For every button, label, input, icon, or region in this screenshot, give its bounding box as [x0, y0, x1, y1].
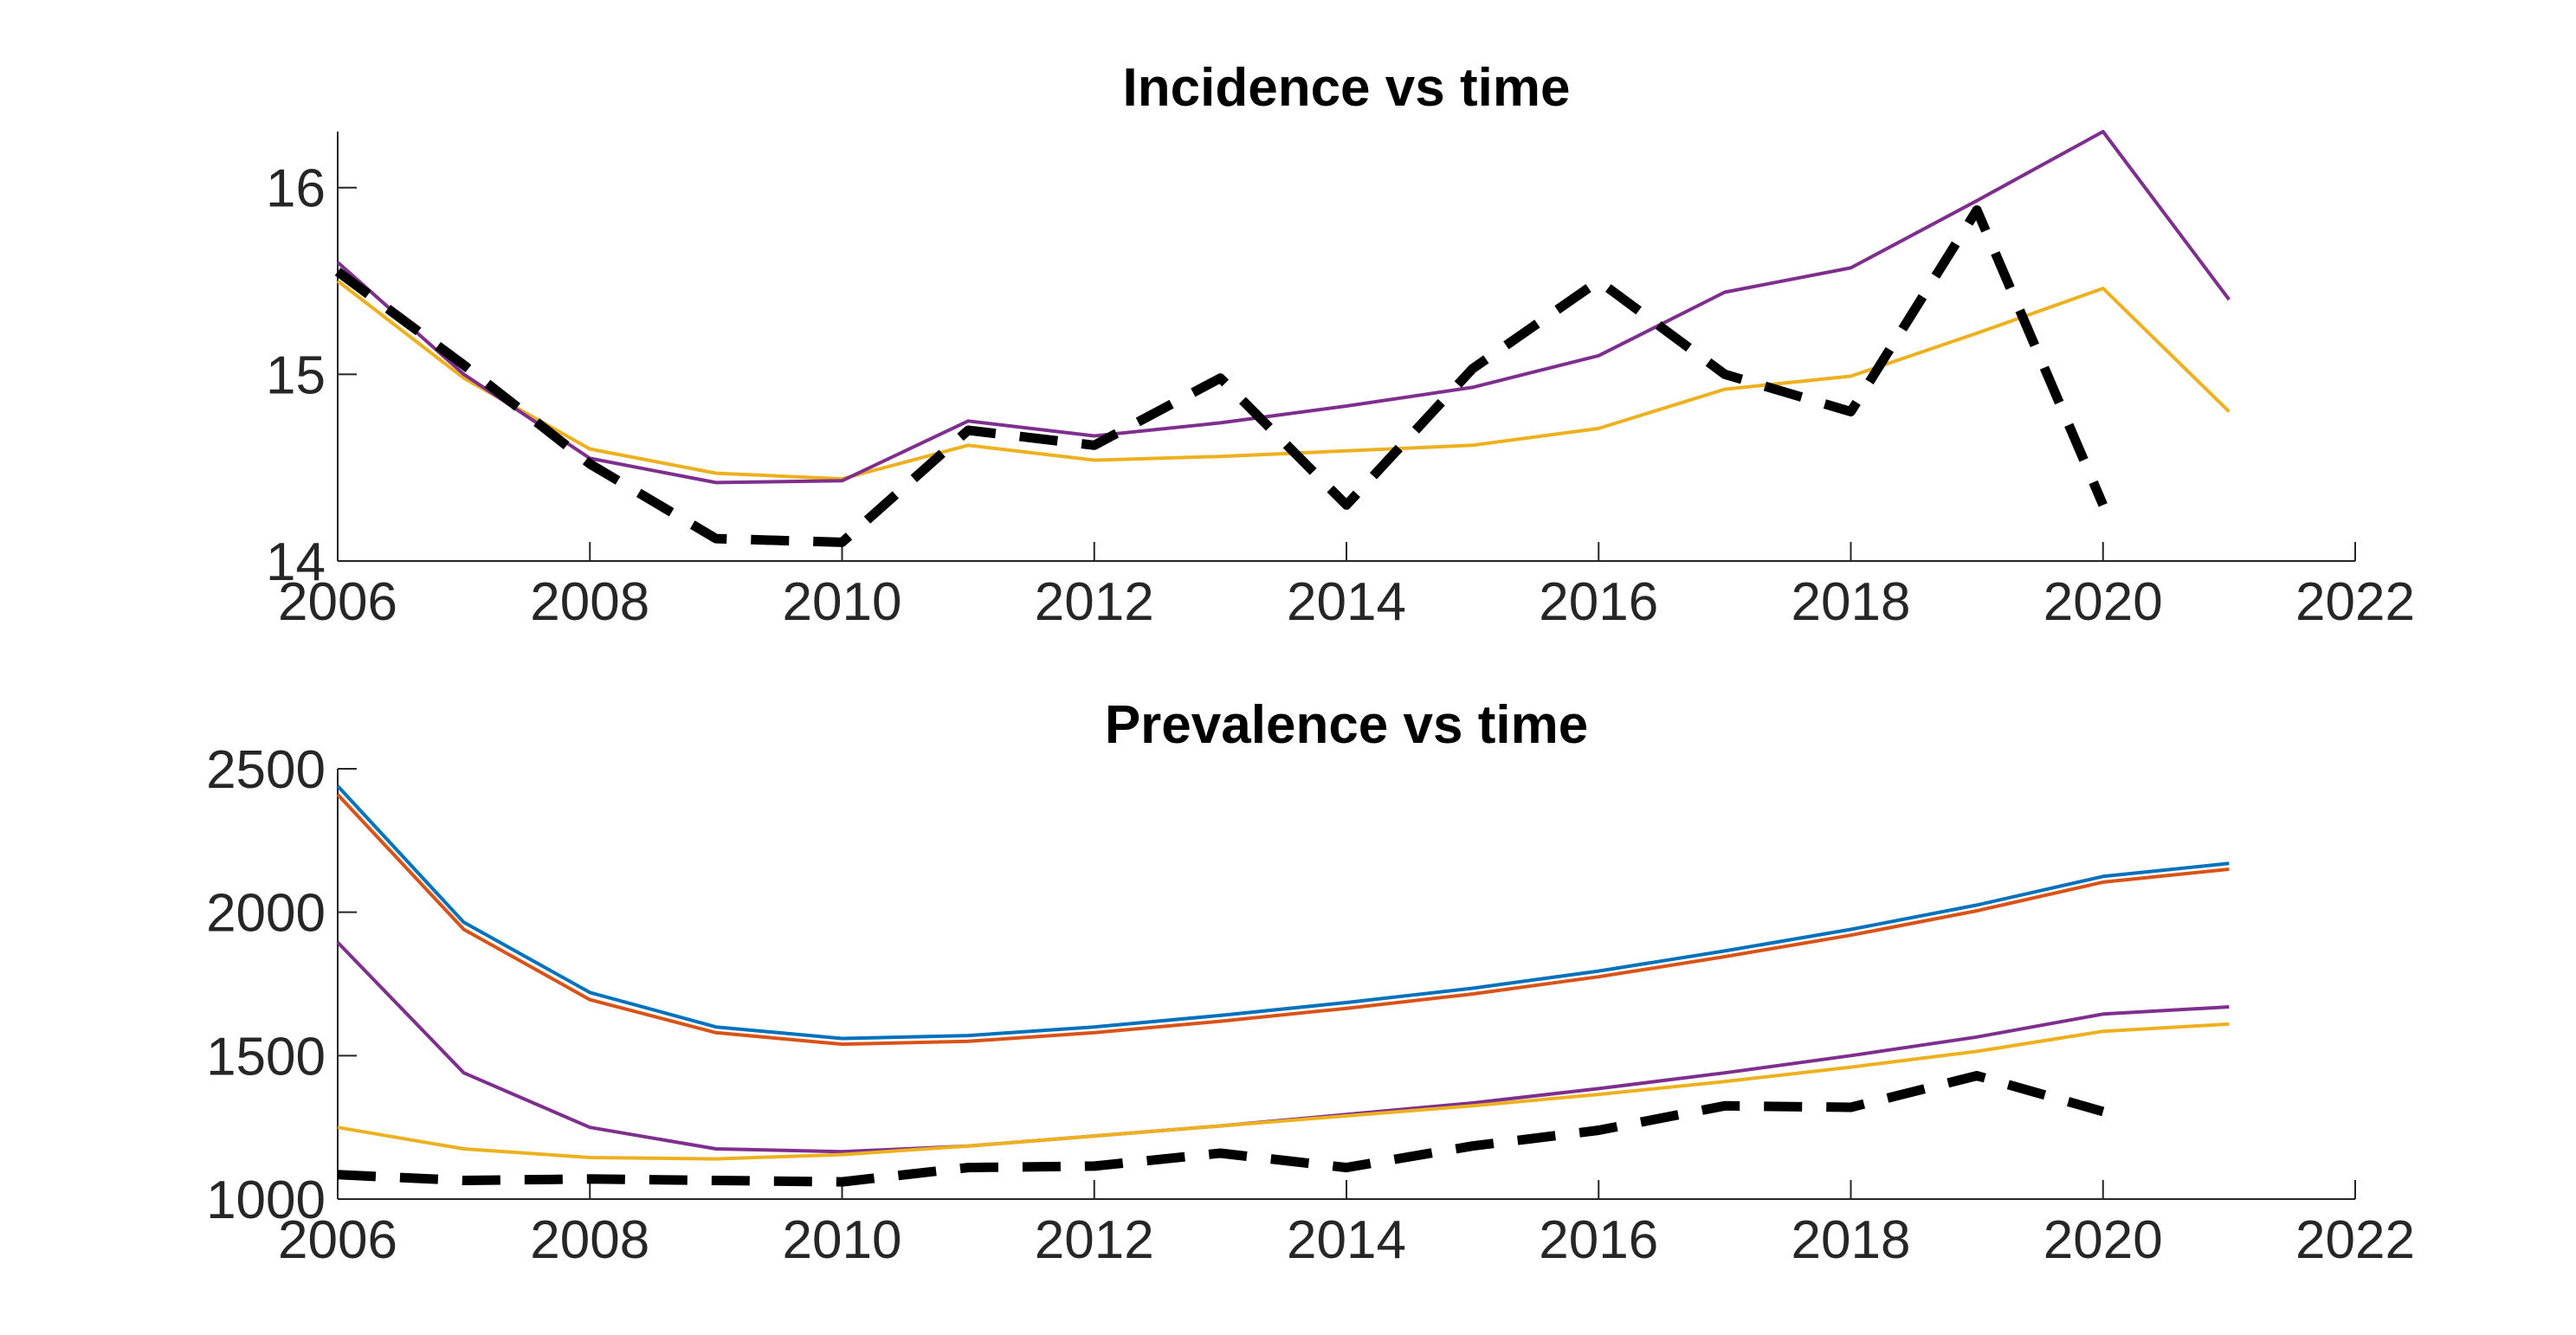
prevalence-x-tick-label: 2014 — [1287, 1210, 1406, 1270]
prevalence-x-tick-label: 2020 — [2043, 1210, 2163, 1270]
incidence-y-tick-label: 16 — [266, 159, 326, 219]
incidence-series-1-line — [336, 130, 2231, 485]
prevalence-x-tick-label: 2016 — [1539, 1210, 1658, 1270]
prevalence-series-1-line — [336, 793, 2230, 1047]
incidence-series-2-line — [334, 205, 2108, 547]
prevalence-x-tick-label: 2008 — [530, 1210, 649, 1270]
incidence-series-0-line — [336, 279, 2231, 481]
prevalence-x-tick-label: 2018 — [1792, 1210, 1911, 1270]
incidence-x-tick-label: 2018 — [1792, 572, 1911, 632]
incidence-x-tick-label: 2016 — [1539, 572, 1658, 632]
incidence-title: Incidence vs time — [1123, 58, 1571, 118]
incidence-y-tick-label: 14 — [266, 532, 326, 592]
incidence-x-tick-label: 2020 — [2043, 572, 2163, 632]
incidence-x-tick-label: 2022 — [2295, 572, 2415, 632]
incidence-y-tick-label: 15 — [266, 345, 326, 405]
incidence-x-tick-label: 2006 — [278, 572, 397, 632]
prevalence-title: Prevalence vs time — [1105, 695, 1588, 755]
prevalence-series-4-line — [337, 1071, 2105, 1187]
prevalence-x-tick-label: 2010 — [783, 1210, 902, 1270]
incidence-x-tick-label: 2014 — [1287, 572, 1406, 632]
prevalence-y-tick-label: 2000 — [206, 884, 326, 944]
incidence-x-tick-label: 2008 — [530, 572, 649, 632]
prevalence-series-3-line — [337, 1022, 2230, 1161]
prevalence-x-tick-label: 2012 — [1035, 1210, 1154, 1270]
prevalence-y-tick-label: 2500 — [206, 740, 326, 800]
prevalence-y-tick-label: 1500 — [206, 1027, 326, 1087]
incidence-x-tick-label: 2012 — [1035, 572, 1154, 632]
prevalence-y-tick-label: 1000 — [206, 1171, 326, 1230]
prevalence-x-tick-label: 2006 — [278, 1210, 397, 1270]
incidence-x-tick-label: 2010 — [783, 572, 902, 632]
prevalence-chart: Prevalence vs time 2006 2008 2010 2012 2014 20… — [206, 695, 2415, 1270]
prevalence-series-0-line — [336, 784, 2230, 1041]
incidence-chart: Incidence vs time 2006 2008 2010 2012 2014 201… — [266, 58, 2415, 632]
prevalence-x-tick-label: 2022 — [2295, 1210, 2415, 1270]
